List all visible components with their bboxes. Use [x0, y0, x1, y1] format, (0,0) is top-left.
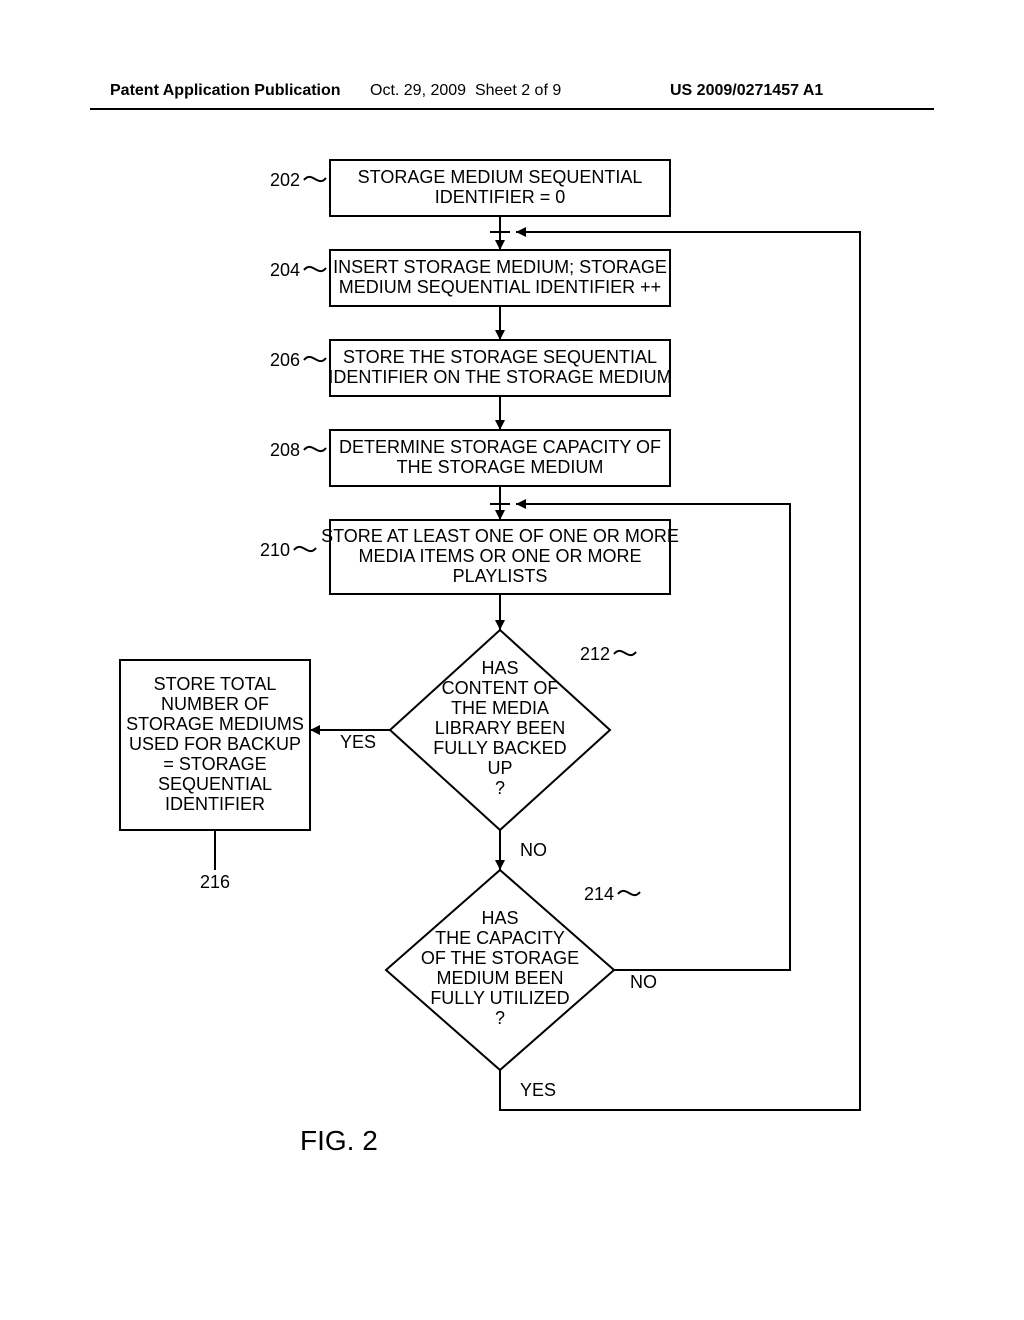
edge-label-e9: YES: [520, 1080, 556, 1100]
edge-label-e6: NO: [520, 840, 547, 860]
diamond-text-n214-5: ?: [495, 1008, 505, 1028]
ref-210: 210: [260, 540, 290, 560]
diamond-text-n214-0: HAS: [481, 908, 518, 928]
box-text-n216-1: NUMBER OF: [161, 694, 269, 714]
figure-label: FIG. 2: [300, 1125, 378, 1156]
box-text-n216-2: STORAGE MEDIUMS: [126, 714, 304, 734]
box-text-n208-1: THE STORAGE MEDIUM: [397, 457, 604, 477]
box-text-n210-1: MEDIA ITEMS OR ONE OR MORE: [358, 546, 641, 566]
box-text-n210-2: PLAYLISTS: [453, 566, 548, 586]
diamond-text-n212-6: ?: [495, 778, 505, 798]
box-text-n216-5: SEQUENTIAL: [158, 774, 272, 794]
flowchart: NOYESNOYESSTORAGE MEDIUM SEQUENTIALIDENT…: [90, 140, 934, 1260]
ref-202: 202: [270, 170, 300, 190]
box-text-n208-0: DETERMINE STORAGE CAPACITY OF: [339, 437, 661, 457]
box-text-n216-0: STORE TOTAL: [154, 674, 277, 694]
diamond-text-n214-2: OF THE STORAGE: [421, 948, 579, 968]
box-text-n204-0: INSERT STORAGE MEDIUM; STORAGE: [333, 257, 667, 277]
box-text-n206-1: IDENTIFIER ON THE STORAGE MEDIUM: [328, 367, 671, 387]
box-text-n204-1: MEDIUM SEQUENTIAL IDENTIFIER ++: [339, 277, 661, 297]
ref-leader-214: [618, 891, 640, 895]
ref-204: 204: [270, 260, 300, 280]
ref-216: 216: [200, 872, 230, 892]
header-date-sheet: Oct. 29, 2009 Sheet 2 of 9: [370, 82, 561, 100]
edge-label-e8: NO: [630, 972, 657, 992]
ref-leader-210: [294, 547, 316, 551]
ref-208: 208: [270, 440, 300, 460]
box-text-n216-6: IDENTIFIER: [165, 794, 265, 814]
ref-leader-206: [304, 357, 326, 361]
diamond-text-n214-4: FULLY UTILIZED: [430, 988, 569, 1008]
diamond-text-n212-3: LIBRARY BEEN: [435, 718, 565, 738]
header-publication-type: Patent Application Publication: [110, 82, 341, 100]
diamond-text-n212-2: THE MEDIA: [451, 698, 549, 718]
ref-206: 206: [270, 350, 300, 370]
diamond-text-n212-1: CONTENT OF: [442, 678, 559, 698]
ref-214: 214: [584, 884, 614, 904]
diamond-text-n212-4: FULLY BACKED: [433, 738, 566, 758]
diamond-text-n214-1: THE CAPACITY: [435, 928, 565, 948]
diamond-text-n214-3: MEDIUM BEEN: [436, 968, 563, 988]
box-text-n202-1: IDENTIFIER = 0: [435, 187, 566, 207]
ref-212: 212: [580, 644, 610, 664]
box-text-n216-3: USED FOR BACKUP: [129, 734, 301, 754]
edge-label-e7: YES: [340, 732, 376, 752]
page-header: Patent Application Publication Oct. 29, …: [0, 82, 1024, 106]
diamond-text-n212-0: HAS: [481, 658, 518, 678]
box-text-n210-0: STORE AT LEAST ONE OF ONE OR MORE: [321, 526, 679, 546]
header-rule: [90, 108, 934, 110]
header-pub-number: US 2009/0271457 A1: [670, 82, 823, 100]
box-text-n216-4: = STORAGE: [163, 754, 266, 774]
ref-leader-212: [614, 651, 636, 655]
box-text-n206-0: STORE THE STORAGE SEQUENTIAL: [343, 347, 657, 367]
box-text-n202-0: STORAGE MEDIUM SEQUENTIAL: [358, 167, 643, 187]
ref-leader-208: [304, 447, 326, 451]
diamond-text-n212-5: UP: [487, 758, 512, 778]
ref-leader-204: [304, 267, 326, 271]
ref-leader-202: [304, 177, 326, 181]
